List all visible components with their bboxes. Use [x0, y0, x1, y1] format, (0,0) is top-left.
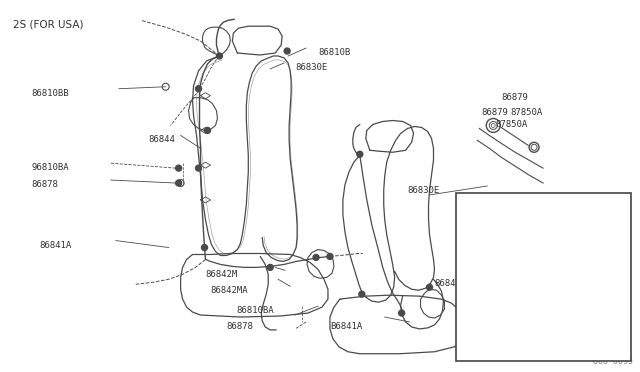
Text: 96810BA: 96810BA: [31, 163, 69, 172]
Text: 87850A: 87850A: [510, 108, 543, 116]
Circle shape: [313, 254, 319, 260]
Circle shape: [399, 310, 404, 316]
Text: ^868*0095: ^868*0095: [589, 357, 634, 366]
Circle shape: [175, 165, 182, 171]
Text: 86842MA: 86842MA: [211, 286, 248, 295]
Text: 86841A: 86841A: [39, 241, 72, 250]
Text: 86830E: 86830E: [295, 63, 327, 72]
Text: 86879: 86879: [481, 108, 508, 116]
Circle shape: [196, 165, 202, 171]
Circle shape: [268, 264, 273, 270]
Text: 86845: 86845: [435, 279, 461, 288]
Text: B6841A: B6841A: [330, 322, 362, 331]
Circle shape: [357, 151, 363, 157]
Text: 86878: 86878: [227, 322, 253, 331]
Text: 86810BB: 86810BB: [31, 89, 69, 98]
Circle shape: [196, 86, 202, 92]
Circle shape: [327, 253, 333, 259]
Circle shape: [205, 128, 211, 134]
Circle shape: [426, 284, 433, 290]
Text: 86830E: 86830E: [408, 186, 440, 195]
Circle shape: [216, 53, 223, 59]
Text: 87850A: 87850A: [495, 121, 527, 129]
Bar: [456, 193, 631, 361]
Circle shape: [202, 244, 207, 250]
Text: 86842M: 86842M: [205, 270, 237, 279]
Text: 86879: 86879: [501, 93, 528, 102]
Circle shape: [284, 48, 290, 54]
Text: 2S (FOR USA): 2S (FOR USA): [13, 19, 84, 29]
Circle shape: [175, 180, 182, 186]
Circle shape: [359, 291, 365, 297]
Text: 86878: 86878: [31, 180, 58, 189]
Text: 86810BA: 86810BA: [236, 306, 274, 315]
Text: 86844: 86844: [148, 135, 175, 144]
Text: 86810B: 86810B: [318, 48, 350, 57]
